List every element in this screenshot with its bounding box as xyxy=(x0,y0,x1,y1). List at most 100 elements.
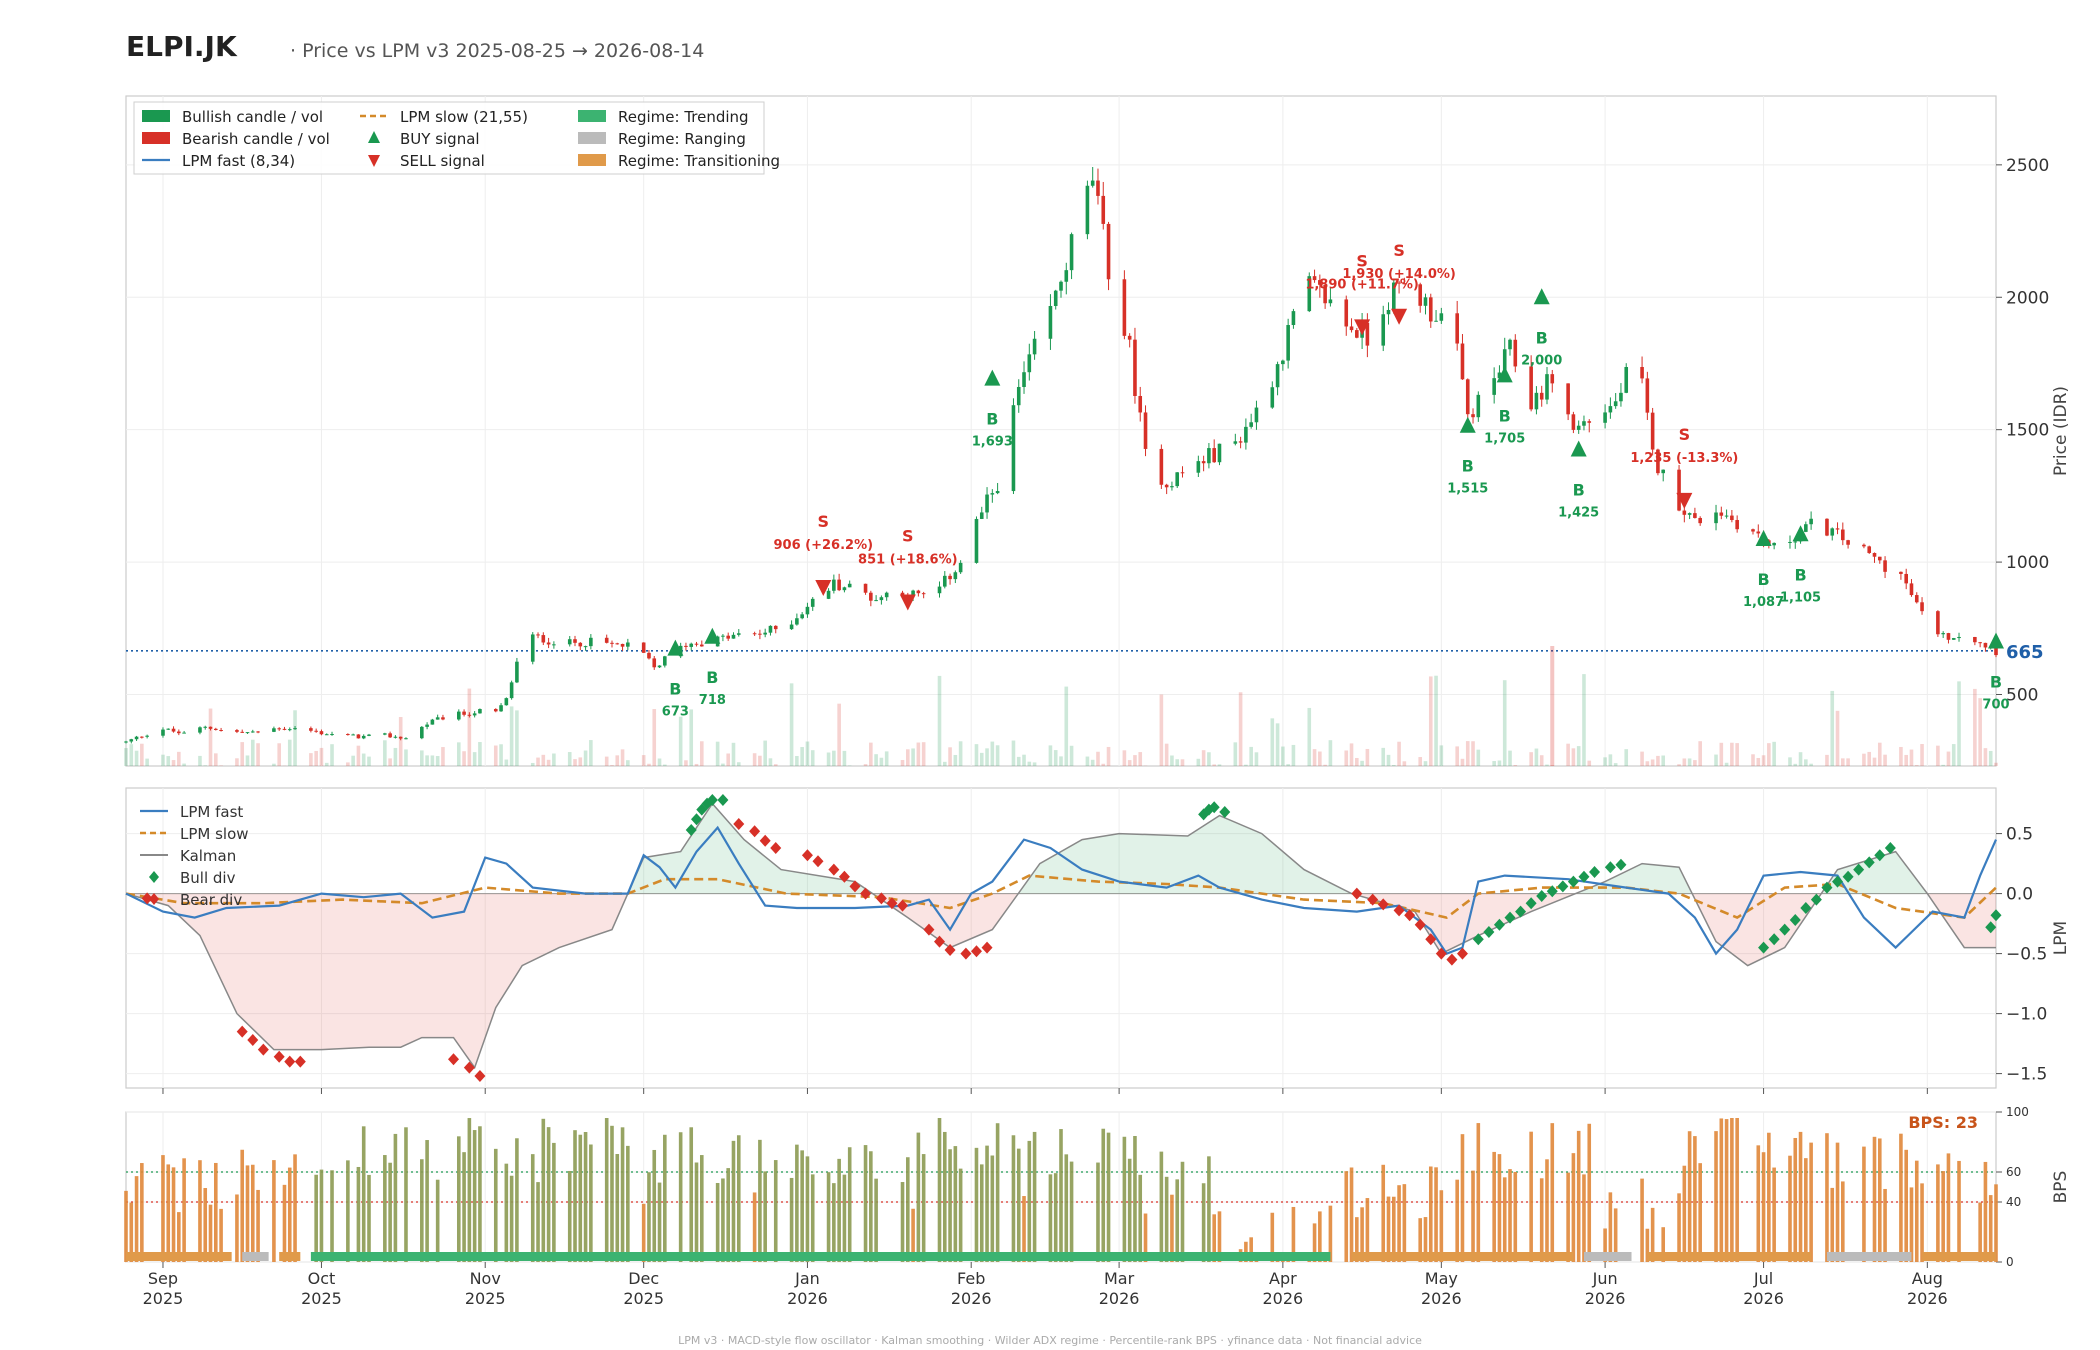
volume-bar xyxy=(1159,694,1164,766)
candle-body xyxy=(330,734,334,736)
volume-bar xyxy=(367,756,371,766)
bps-bar xyxy=(826,1172,831,1262)
x-tick-year: 2026 xyxy=(1421,1289,1462,1308)
bps-bar xyxy=(161,1155,165,1262)
candle-body xyxy=(1846,540,1850,545)
volume-bar xyxy=(837,703,841,766)
bps-bar xyxy=(1825,1133,1829,1262)
volume-bar xyxy=(1096,751,1100,766)
bps-bar xyxy=(942,1131,947,1262)
bps-bar xyxy=(1719,1118,1724,1262)
gridlines xyxy=(162,96,1928,1262)
sell-signal-letter: S xyxy=(818,512,830,531)
buy-signal-marker xyxy=(1496,366,1513,383)
volume-bar xyxy=(1180,759,1185,766)
candle-body xyxy=(990,493,995,495)
bps-bar xyxy=(1693,1136,1697,1262)
volume-bar xyxy=(1788,757,1792,766)
volume-bar xyxy=(1059,756,1063,766)
volume-bar xyxy=(1904,754,1908,766)
volume-bar xyxy=(985,748,989,766)
volume-bar xyxy=(1355,757,1359,766)
volume-bar xyxy=(1471,741,1475,766)
bps-bar xyxy=(1513,1171,1518,1262)
bps-bar xyxy=(1138,1174,1143,1262)
volume-bar xyxy=(1455,746,1459,766)
volume-bar xyxy=(356,745,361,766)
candle-body xyxy=(1603,412,1607,423)
candle-body xyxy=(472,713,477,716)
buy-signal-price: 1,705 xyxy=(1484,431,1525,446)
volume-bar xyxy=(1756,757,1761,766)
candle-body xyxy=(1439,313,1444,321)
bps-bar xyxy=(140,1163,144,1262)
candle-body xyxy=(1471,414,1475,418)
candle-body xyxy=(552,644,556,646)
candle-body xyxy=(1207,448,1211,464)
volume-bar xyxy=(879,757,884,766)
bull-div-marker xyxy=(1863,856,1875,869)
candle-body xyxy=(995,491,1000,494)
volume-bar xyxy=(916,742,921,766)
y-tick-label: 1000 xyxy=(2006,553,2049,573)
bull-div-marker xyxy=(1208,801,1220,814)
candle-body xyxy=(1867,546,1872,553)
bps-bar xyxy=(979,1164,984,1262)
legend-label: Regime: Transitioning xyxy=(618,152,780,170)
bps-bar xyxy=(958,1168,963,1262)
candle-body xyxy=(1899,571,1903,574)
sell-signal-price: 1,235 (-13.3%) xyxy=(1630,451,1738,466)
candle-body xyxy=(1249,422,1253,427)
volume-bar xyxy=(1196,758,1201,766)
bps-bar xyxy=(1508,1169,1512,1262)
volume-bar xyxy=(1825,754,1829,766)
bear-div-marker xyxy=(875,892,887,905)
buy-signal-letter: B xyxy=(1990,673,2002,692)
volume-bar xyxy=(884,751,889,766)
last-price-label: 665 xyxy=(2006,642,2044,663)
candle-body xyxy=(1455,313,1459,344)
volume-bar xyxy=(1830,690,1835,766)
bear-div-marker xyxy=(860,887,872,900)
volume-bar xyxy=(1101,763,1106,766)
bps-bar xyxy=(456,1136,461,1262)
candle-body xyxy=(826,590,831,599)
candle-body xyxy=(420,726,424,739)
volume-bar xyxy=(573,759,577,766)
volume-bar xyxy=(1217,764,1222,766)
bear-div-marker xyxy=(1351,887,1363,900)
volume-bar xyxy=(995,745,1000,766)
bps-bar xyxy=(573,1130,577,1262)
bps-bar xyxy=(1011,1135,1016,1262)
candle-body xyxy=(1344,299,1349,327)
candle-body xyxy=(610,642,614,644)
candle-body xyxy=(1978,642,1982,644)
x-tick-month: Aug xyxy=(1912,1269,1943,1288)
bear-div-marker xyxy=(284,1055,296,1068)
volume-bar xyxy=(731,742,736,766)
bps-bar xyxy=(478,1126,482,1262)
bps-bar xyxy=(256,1189,260,1262)
bps-bar xyxy=(773,1160,778,1262)
legend-label: Regime: Trending xyxy=(618,108,749,126)
bull-div-marker xyxy=(1810,893,1822,906)
candle-body xyxy=(1682,510,1687,515)
sell-signal-letter: S xyxy=(1679,425,1691,444)
bps-bar xyxy=(509,1175,514,1262)
bps-bar xyxy=(874,1178,878,1262)
candle-body xyxy=(346,734,350,736)
candle-body xyxy=(1946,633,1951,640)
volume-bar xyxy=(1492,761,1496,766)
candle-body xyxy=(1291,311,1296,326)
price-axis-label: Price (IDR) xyxy=(2051,386,2071,476)
candle-body xyxy=(1418,284,1423,306)
x-tick-year: 2025 xyxy=(465,1289,506,1308)
y-tick-label: 40 xyxy=(2006,1195,2021,1209)
candle-body xyxy=(393,736,398,738)
candle-body xyxy=(1201,461,1206,464)
candle-body xyxy=(1983,642,1988,648)
volume-bar xyxy=(810,750,815,766)
bps-bar xyxy=(752,1192,757,1262)
bps-layer: 0 40 60 100 BPS BPS: 23 xyxy=(124,1105,2071,1269)
candle-body xyxy=(869,592,873,601)
